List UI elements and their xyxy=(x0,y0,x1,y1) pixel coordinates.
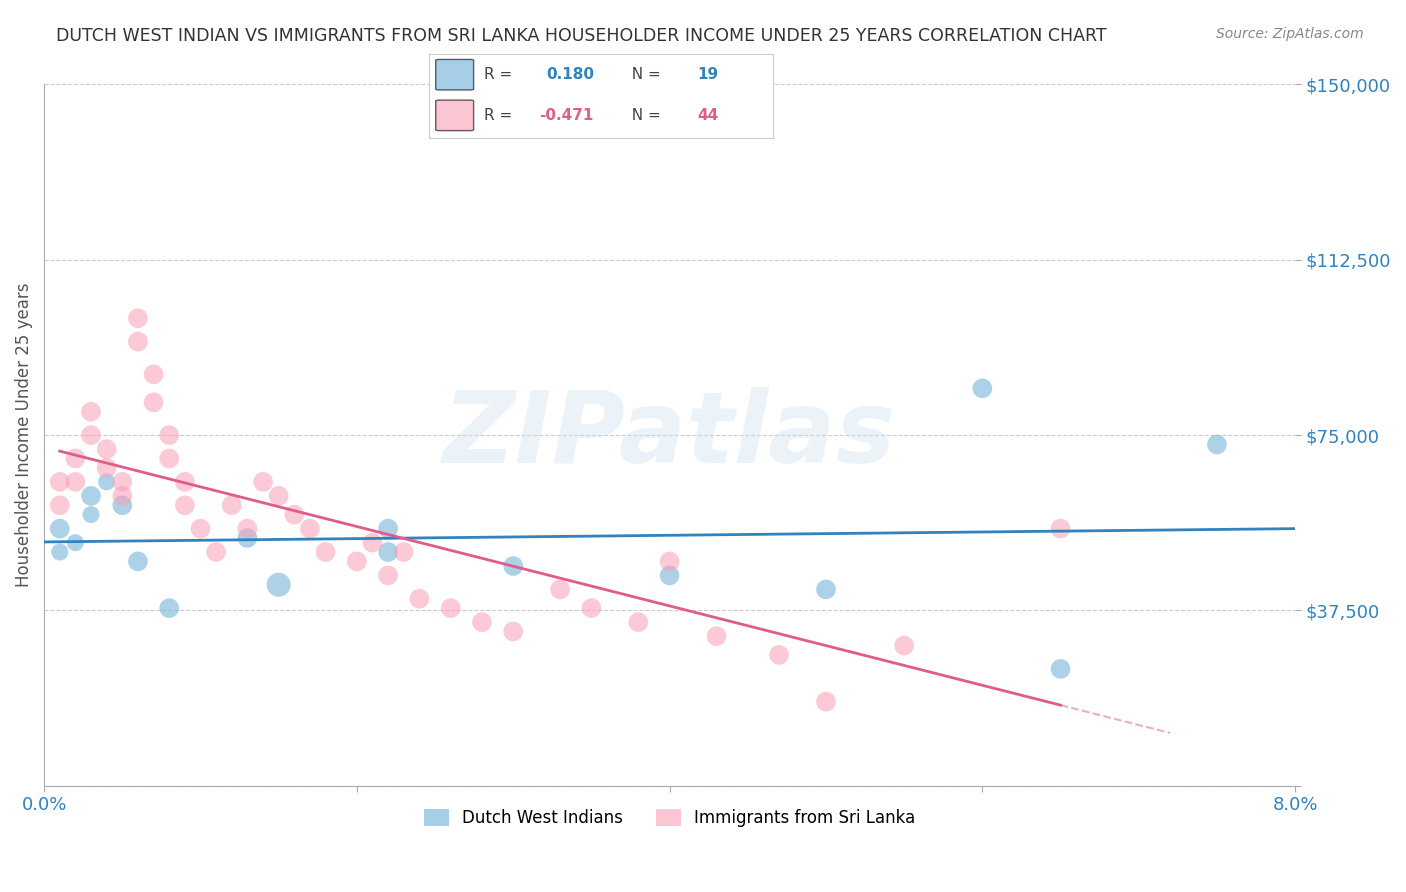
Point xyxy=(127,311,149,326)
Point xyxy=(814,582,837,597)
Point xyxy=(408,591,430,606)
Point xyxy=(80,428,103,442)
Point xyxy=(221,498,243,512)
Point xyxy=(581,601,603,615)
Text: N =: N = xyxy=(621,108,665,123)
Point xyxy=(392,545,415,559)
Text: 0.180: 0.180 xyxy=(546,67,593,82)
Point xyxy=(48,545,70,559)
Text: -0.471: -0.471 xyxy=(538,108,593,123)
Text: R =: R = xyxy=(484,67,522,82)
Point xyxy=(298,522,321,536)
Legend: Dutch West Indians, Immigrants from Sri Lanka: Dutch West Indians, Immigrants from Sri … xyxy=(416,802,922,833)
Point xyxy=(142,395,165,409)
Point xyxy=(627,615,650,629)
Point xyxy=(65,535,87,549)
Point xyxy=(267,578,290,592)
Point xyxy=(283,508,305,522)
Point xyxy=(96,442,118,457)
Point xyxy=(1049,522,1071,536)
Point xyxy=(972,381,994,395)
Point xyxy=(236,522,259,536)
Point xyxy=(377,522,399,536)
Point xyxy=(361,535,384,549)
Point xyxy=(768,648,790,662)
Point xyxy=(440,601,463,615)
Text: Source: ZipAtlas.com: Source: ZipAtlas.com xyxy=(1216,27,1364,41)
Point xyxy=(190,522,212,536)
Point xyxy=(377,568,399,582)
FancyBboxPatch shape xyxy=(436,60,474,90)
Point xyxy=(80,508,103,522)
Point xyxy=(80,405,103,419)
Point xyxy=(173,498,195,512)
Point xyxy=(111,489,134,503)
Text: N =: N = xyxy=(621,67,665,82)
Point xyxy=(236,531,259,545)
Point xyxy=(65,451,87,466)
Point xyxy=(48,498,70,512)
Point xyxy=(893,639,915,653)
Point xyxy=(127,334,149,349)
Point xyxy=(502,559,524,574)
Point xyxy=(471,615,494,629)
Y-axis label: Householder Income Under 25 years: Householder Income Under 25 years xyxy=(15,283,32,587)
Point xyxy=(142,368,165,382)
Point xyxy=(1206,437,1229,451)
Point xyxy=(252,475,274,489)
Point xyxy=(315,545,337,559)
Point xyxy=(48,522,70,536)
Point xyxy=(157,451,180,466)
Point xyxy=(658,554,681,568)
Point xyxy=(548,582,571,597)
Point xyxy=(65,475,87,489)
Point xyxy=(346,554,368,568)
Point xyxy=(157,601,180,615)
Text: R =: R = xyxy=(484,108,517,123)
Point xyxy=(48,475,70,489)
Point xyxy=(111,475,134,489)
Point xyxy=(377,545,399,559)
Point xyxy=(1049,662,1071,676)
Point xyxy=(80,489,103,503)
Point xyxy=(658,568,681,582)
FancyBboxPatch shape xyxy=(436,100,474,130)
Point xyxy=(127,554,149,568)
Point xyxy=(267,489,290,503)
Text: 19: 19 xyxy=(697,67,718,82)
Point xyxy=(706,629,728,643)
Point xyxy=(814,695,837,709)
Text: ZIPatlas: ZIPatlas xyxy=(443,386,896,483)
Text: DUTCH WEST INDIAN VS IMMIGRANTS FROM SRI LANKA HOUSEHOLDER INCOME UNDER 25 YEARS: DUTCH WEST INDIAN VS IMMIGRANTS FROM SRI… xyxy=(56,27,1107,45)
Point xyxy=(173,475,195,489)
Point xyxy=(502,624,524,639)
Point xyxy=(205,545,228,559)
Point xyxy=(96,460,118,475)
Point xyxy=(96,475,118,489)
Point xyxy=(111,498,134,512)
Text: 44: 44 xyxy=(697,108,718,123)
Point xyxy=(157,428,180,442)
